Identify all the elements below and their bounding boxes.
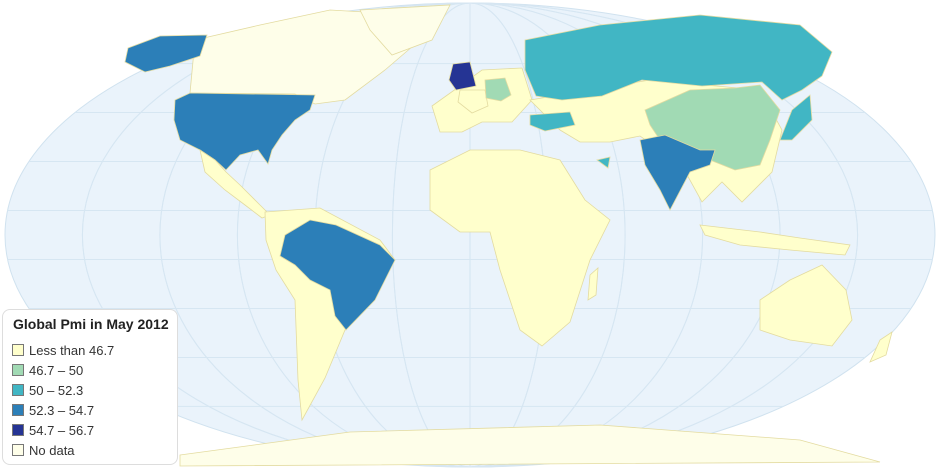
country-africa[interactable] bbox=[429, 149, 611, 347]
country-greenland[interactable] bbox=[359, 4, 451, 56]
legend-swatch bbox=[12, 444, 24, 456]
country-united-kingdom[interactable] bbox=[448, 61, 477, 91]
legend: Global Pmi in May 2012 Less than 46.7 46… bbox=[2, 309, 178, 465]
legend-swatch bbox=[12, 424, 24, 436]
legend-label: Less than 46.7 bbox=[29, 342, 115, 358]
country-germany[interactable] bbox=[484, 77, 512, 102]
legend-item-46-7-50[interactable]: 46.7 – 50 bbox=[12, 360, 171, 380]
country-new-zealand[interactable] bbox=[869, 331, 893, 363]
legend-swatch bbox=[12, 344, 24, 356]
legend-label: 46.7 – 50 bbox=[29, 362, 84, 378]
legend-swatch bbox=[12, 404, 24, 416]
legend-swatch bbox=[12, 364, 24, 376]
country-uae[interactable] bbox=[596, 156, 611, 169]
legend-swatch bbox=[12, 384, 24, 396]
meridian-line bbox=[81, 2, 859, 468]
country-antarctica[interactable] bbox=[179, 424, 881, 467]
country-russia[interactable] bbox=[524, 14, 833, 101]
country-india[interactable] bbox=[639, 134, 716, 211]
country-brazil[interactable] bbox=[279, 219, 396, 331]
country-united-states[interactable] bbox=[173, 92, 316, 171]
country-turkey[interactable] bbox=[529, 111, 576, 132]
legend-label: 54.7 – 56.7 bbox=[29, 422, 95, 438]
country-indonesia[interactable] bbox=[699, 224, 851, 256]
legend-item-54-7-56-7[interactable]: 54.7 – 56.7 bbox=[12, 420, 171, 440]
legend-label: No data bbox=[29, 442, 75, 458]
country-france[interactable] bbox=[457, 89, 489, 114]
country-japan[interactable] bbox=[779, 94, 813, 141]
countries-layer bbox=[124, 4, 893, 467]
legend-label: 52.3 – 54.7 bbox=[29, 402, 95, 418]
legend-item-no-data[interactable]: No data bbox=[12, 440, 171, 460]
legend-label: 50 – 52.3 bbox=[29, 382, 84, 398]
legend-item-50-52-3[interactable]: 50 – 52.3 bbox=[12, 380, 171, 400]
country-canada[interactable] bbox=[189, 9, 421, 105]
country-australia[interactable] bbox=[759, 264, 853, 347]
legend-item-less-than-46-7[interactable]: Less than 46.7 bbox=[12, 340, 171, 360]
country-madagascar[interactable] bbox=[587, 267, 599, 301]
legend-item-52-3-54-7[interactable]: 52.3 – 54.7 bbox=[12, 400, 171, 420]
country-alaska[interactable] bbox=[124, 34, 208, 73]
legend-title: Global Pmi in May 2012 bbox=[13, 316, 169, 332]
